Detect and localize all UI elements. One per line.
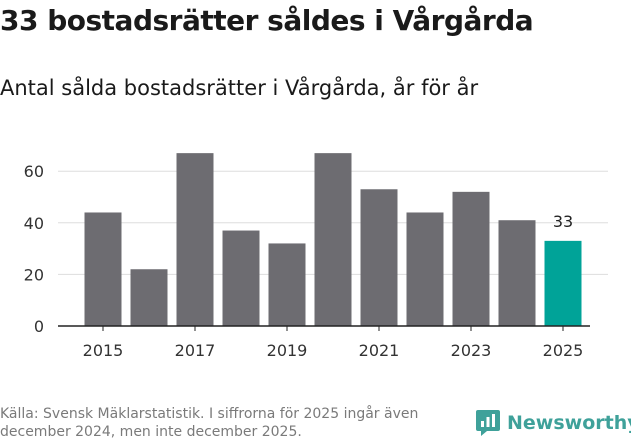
bar-2016 — [130, 269, 168, 326]
bar-2017 — [176, 153, 214, 326]
bar-2020 — [314, 153, 352, 326]
data-label: 33 — [553, 212, 573, 231]
x-tick-label: 2021 — [359, 341, 400, 360]
x-tick-label: 2017 — [175, 341, 216, 360]
newsworthy-logo-icon — [476, 410, 500, 436]
bar-2019 — [268, 243, 306, 326]
x-tick-label: 2019 — [267, 341, 308, 360]
bar-2021 — [360, 189, 398, 326]
source-note: Källa: Svensk Mäklarstatistik. I siffror… — [0, 406, 419, 440]
y-tick-label: 40 — [24, 214, 44, 233]
bar-2024 — [498, 220, 536, 326]
brand-name: Newsworthy — [507, 412, 631, 434]
bar-chart: 0 20 40 60 2015 2017 2019 2021 2023 2025 33 — [24, 153, 608, 360]
bar-2023 — [452, 191, 490, 326]
x-tick-label: 2015 — [83, 341, 124, 360]
x-tick-label: 2025 — [543, 341, 584, 360]
y-tick-label: 60 — [24, 162, 44, 181]
bar-2018 — [222, 230, 260, 326]
y-tick-label: 20 — [24, 265, 44, 284]
bar-2025 — [544, 240, 582, 326]
chart-title: 33 bostadsrätter såldes i Vårgårda — [0, 4, 534, 37]
y-tick-label: 0 — [34, 317, 44, 336]
chart-subtitle: Antal sålda bostadsrätter i Vårgårda, år… — [0, 76, 479, 100]
bar-2015 — [84, 212, 122, 326]
brand[interactable]: Newsworthy — [475, 408, 631, 438]
x-tick-label: 2023 — [451, 341, 492, 360]
bar-2022 — [406, 212, 444, 326]
